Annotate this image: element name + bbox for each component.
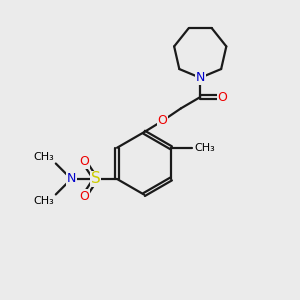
Text: O: O — [158, 114, 167, 128]
Text: O: O — [80, 190, 89, 203]
Text: N: N — [196, 71, 205, 84]
Text: CH₃: CH₃ — [34, 152, 54, 162]
Text: S: S — [91, 172, 100, 187]
Text: CH₃: CH₃ — [195, 143, 216, 153]
Text: CH₃: CH₃ — [34, 196, 54, 206]
Text: N: N — [67, 172, 76, 185]
Text: O: O — [218, 91, 227, 103]
Text: O: O — [80, 155, 89, 168]
